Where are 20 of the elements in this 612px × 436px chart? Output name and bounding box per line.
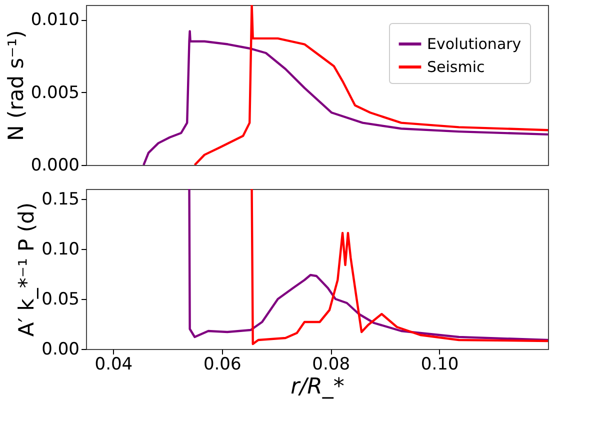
y-tick-label: 0.10 bbox=[42, 240, 80, 260]
y-tick-label: 0.005 bbox=[30, 82, 80, 103]
x-tick-label: 0.08 bbox=[312, 354, 350, 374]
y-axis-title: N (rad s⁻¹) bbox=[4, 30, 28, 141]
y-axis-title: A′ k_*⁻¹ P (d) bbox=[14, 202, 39, 337]
legend-label: Seismic bbox=[427, 58, 485, 76]
y-tick-label: 0.00 bbox=[42, 340, 80, 360]
y-tick-label: 0.15 bbox=[42, 190, 80, 210]
legend-label: Evolutionary bbox=[427, 35, 522, 53]
x-tick-label: 0.04 bbox=[94, 354, 133, 374]
x-tick-label: 0.10 bbox=[420, 354, 459, 374]
x-tick-label: 0.06 bbox=[203, 354, 242, 374]
y-tick-label: 0.05 bbox=[42, 290, 80, 310]
x-axis-title: r/R_* bbox=[290, 374, 344, 400]
line-series bbox=[250, 189, 548, 346]
y-tick-label: 0.000 bbox=[30, 156, 80, 176]
line-series bbox=[194, 5, 548, 165]
line-series bbox=[142, 30, 548, 165]
y-tick-label: 0.010 bbox=[30, 10, 80, 30]
line-series bbox=[188, 189, 548, 342]
